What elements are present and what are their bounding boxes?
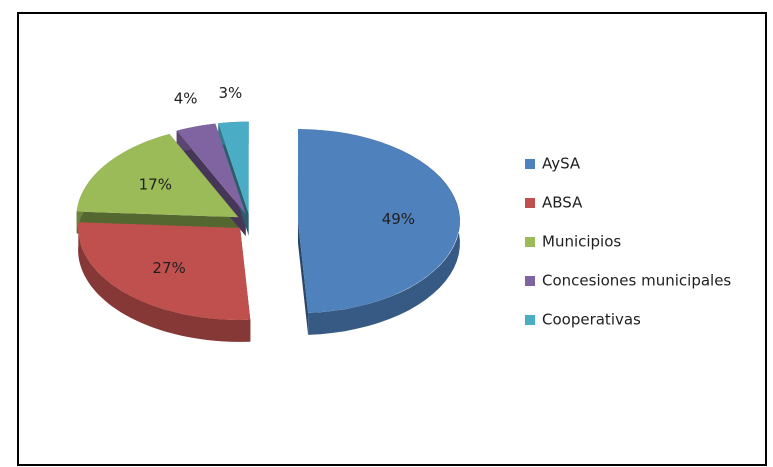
legend-swatch	[525, 159, 535, 169]
legend-swatch	[525, 276, 535, 286]
data-label: 49%	[382, 210, 415, 228]
data-label: 4%	[174, 90, 198, 108]
legend-swatch	[525, 237, 535, 247]
slice	[76, 134, 239, 218]
legend-label: Municipios	[542, 233, 621, 251]
slice	[78, 222, 251, 320]
legend-label: ABSA	[542, 194, 583, 212]
legend-swatch	[525, 315, 535, 325]
slice-side	[78, 222, 251, 342]
data-label: 17%	[139, 176, 172, 194]
slice	[297, 129, 460, 313]
slice	[176, 123, 246, 215]
legend-label: Concesiones municipales	[542, 272, 731, 290]
legend-label: Cooperativas	[542, 311, 641, 329]
legend-label: AySA	[542, 155, 581, 173]
slice	[218, 121, 249, 214]
data-label: 3%	[219, 84, 243, 102]
slice-wall	[297, 221, 309, 335]
slice-tops	[76, 121, 460, 320]
data-label: 27%	[152, 259, 185, 277]
legend-swatch	[525, 198, 535, 208]
